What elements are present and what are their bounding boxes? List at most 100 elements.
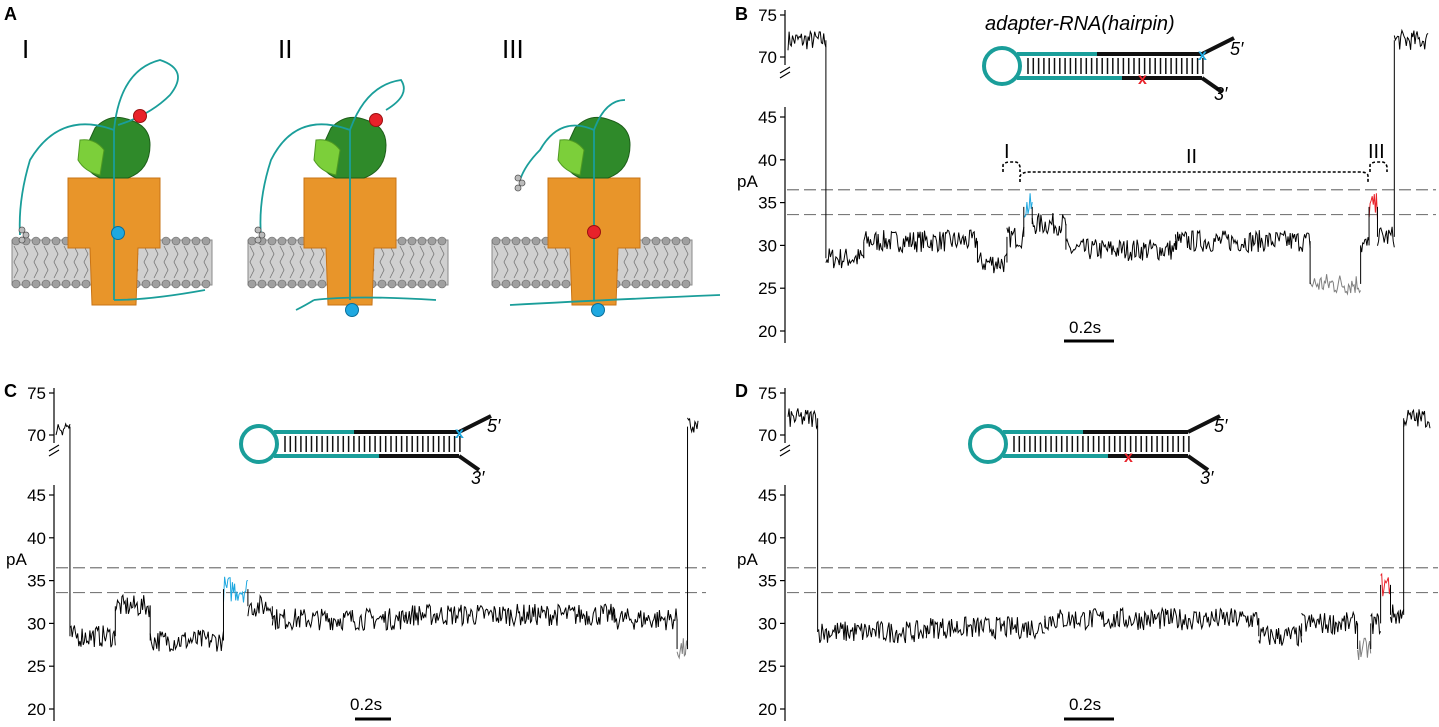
pore-state-3: III [491,34,721,317]
trace-segment [787,29,827,51]
y-tick-label: 45 [27,486,46,505]
state-label-ii: II [278,34,292,64]
trace-segment [149,629,224,652]
panel-b: B adapter-RNA(hairpin) xx 5′ 3′ 75704540… [735,4,1436,343]
scale-bar-label-b: 0.2s [1069,318,1101,337]
trace-segment [1393,28,1429,50]
trace-segment [863,229,978,254]
y-tick-label: 75 [758,384,777,403]
dna-strand-icon [509,99,721,306]
trace-segment [1377,226,1395,248]
axis-break-mark [779,444,791,457]
dna-strand-icon [259,79,437,311]
y-tick-label: 40 [758,151,777,170]
trace-segment [676,638,688,660]
y-tick-label: 25 [758,279,777,298]
red-x-mark: x [1138,71,1147,88]
trace-segment [247,594,273,618]
pore-state-1: I [11,34,213,306]
axis-break-mark [48,444,60,457]
region-brackets-b [1002,161,1388,182]
region-label-i: I [1004,141,1010,163]
y-tick-label: 35 [758,194,777,213]
hairpin-diagram-c: x [239,414,492,472]
trace-segment [1380,572,1391,597]
trace-segment [223,576,249,603]
trace-segment [1301,610,1359,636]
y-axis-unit-label: pA [6,550,27,569]
hairpin-5prime-label-b: 5′ [1230,39,1244,59]
hairpin-loop-icon [982,46,1022,86]
red-marker-icon [369,113,383,127]
scale-bar-label-c: 0.2s [350,695,382,714]
hairpin-loop-icon [239,424,279,464]
dna-strand-icon [18,59,206,301]
helicase-icon [557,116,631,179]
trace-segment [114,593,151,618]
y-tick-label: 70 [758,48,777,67]
y-tick-label: 70 [27,426,46,445]
trace-segment [1357,637,1372,661]
y-tick-label: 75 [758,6,777,25]
trace-segment [787,408,819,430]
trace-segment [1360,237,1370,253]
red-marker-icon [587,225,601,239]
panel-d: D x 5′ 3′ 75 70 45 40 35 30 25 20 pA 0.2s [735,381,1438,721]
trace-segment [1309,274,1362,296]
chart-c: 75 70 45 40 35 30 25 20 pA [6,384,706,721]
panel-letter-b: B [735,4,748,24]
blue-x-mark: x [455,425,464,442]
trace-segment [1403,408,1431,429]
hairpin-5prime-label-c: 5′ [487,416,501,436]
helicase-icon [77,116,151,179]
trace-segment [825,248,865,269]
trace-segment [613,608,678,631]
y-tick-label: 70 [758,426,777,445]
scale-bar-label-d: 0.2s [1069,695,1101,714]
red-marker-icon [133,109,147,123]
region-label-iii: III [1368,141,1385,163]
trace-segment [687,417,699,434]
trace-segment [1370,612,1382,636]
trace-segment [1065,237,1176,262]
panel-a-states: I II III [11,34,721,317]
y-tick-label: 20 [758,700,777,719]
y-tick-label: 20 [758,322,777,341]
trace-segment [1031,212,1067,236]
pore-state-2: II [247,34,449,317]
y-tick-label: 35 [27,572,46,591]
y-tick-label: 30 [758,236,777,255]
y-tick-label: 20 [27,700,46,719]
hairpin-3prime-label-b: 3′ [1214,84,1228,104]
y-tick-label: 25 [27,657,46,676]
panel-letter-c: C [4,381,17,401]
red-x-mark: x [1124,449,1133,466]
y-tick-label: 25 [758,657,777,676]
trace-segment [1044,606,1260,632]
state-label-i: I [22,34,29,64]
hairpin-diagram-title: adapter-RNA(hairpin) [985,13,1175,35]
hairpin-loop-icon [968,424,1008,464]
chart-b: 75 70 45 40 35 30 25 20 pA [737,6,1436,343]
trace-segment [404,603,615,628]
blue-marker-icon [345,303,359,317]
panel-letter-a: A [4,4,17,24]
trace-segment [1258,624,1303,647]
hairpin-5prime-label-d: 5′ [1214,416,1228,436]
panel-letter-d: D [735,381,748,401]
y-tick-label: 35 [758,572,777,591]
trace-segment [1006,226,1025,250]
y-tick-label: 40 [27,529,46,548]
y-tick-label: 45 [758,486,777,505]
y-axis-unit-label: pA [737,172,758,191]
trace-segment [1368,193,1378,220]
axis-break-mark [779,66,791,79]
trace-segment [817,620,927,644]
helicase-icon [313,116,387,179]
hairpin-diagram-b: xx [982,36,1235,94]
trace-segment [977,252,1008,274]
state-label-iii: III [502,34,524,64]
trace-segment [271,607,406,632]
trace-segment [1174,229,1311,254]
